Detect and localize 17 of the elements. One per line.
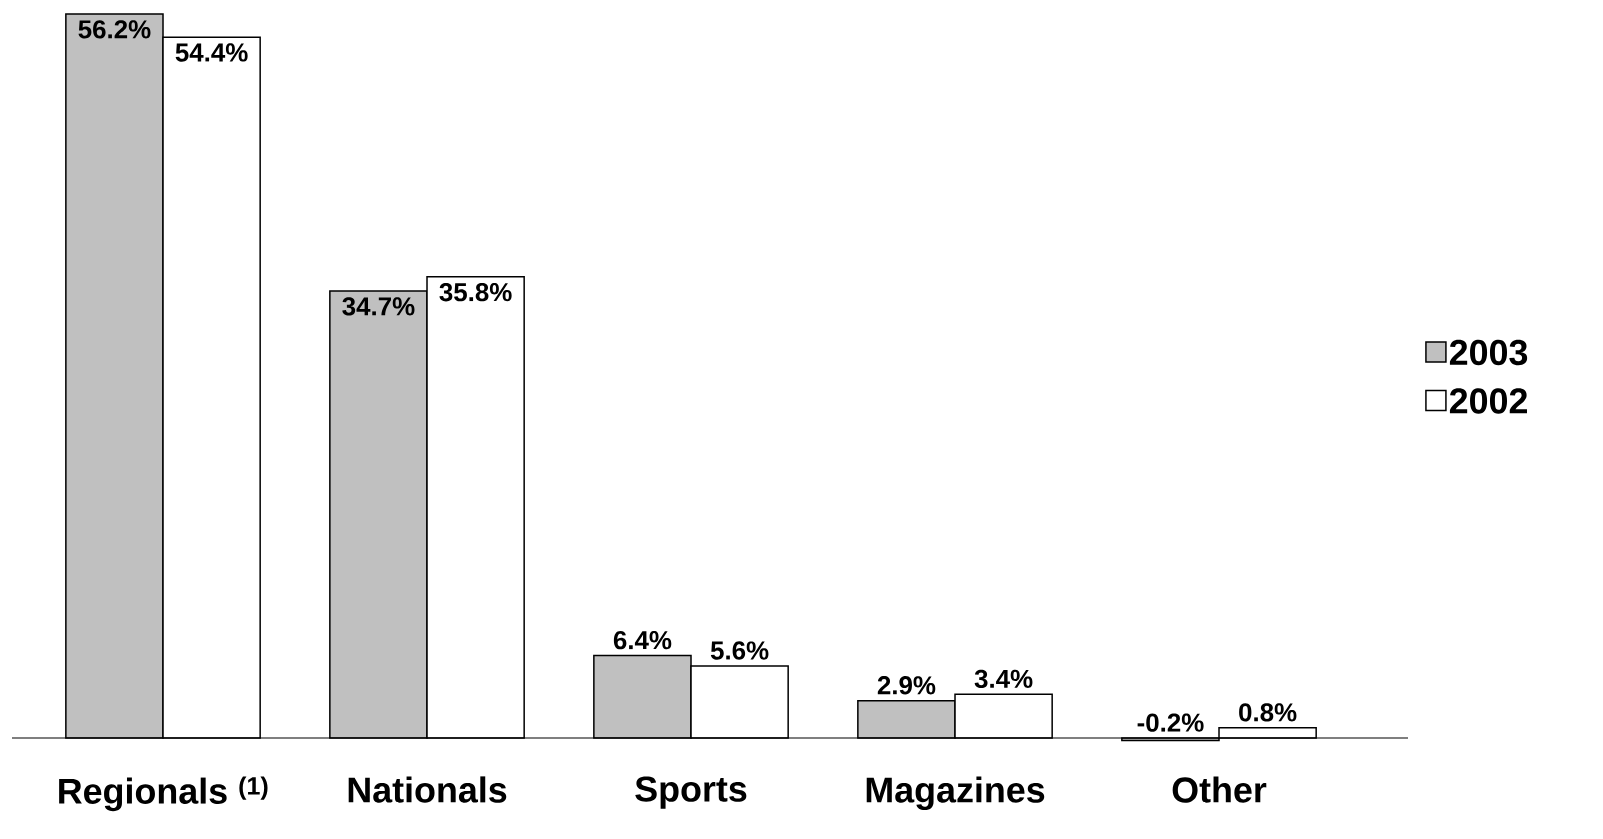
x-tick-label: Magazines: [866, 776, 1045, 810]
x-tick-label: Regionals $^{(1)}$: [59, 776, 268, 812]
data-label: 0.8%: [1239, 703, 1297, 722]
legend-label: 2002: [1449, 388, 1527, 414]
data-label: 5.6%: [710, 641, 769, 660]
data-label: 2.9%: [877, 676, 936, 695]
data-label: -0.2%: [1137, 713, 1204, 732]
x-tick-label: Nationals: [348, 776, 507, 803]
data-label: 35.8%: [439, 282, 512, 302]
x-tick-label: Sports: [635, 776, 747, 809]
data-label: 56.2%: [78, 20, 151, 39]
x-tick-label: Other: [1172, 776, 1267, 803]
data-label: 6.4%: [613, 631, 672, 650]
data-label: 34.7%: [342, 297, 415, 316]
legend-label: 2003: [1449, 339, 1528, 366]
data-label: 54.4%: [175, 43, 248, 62]
data-label: 3.4%: [974, 669, 1033, 689]
